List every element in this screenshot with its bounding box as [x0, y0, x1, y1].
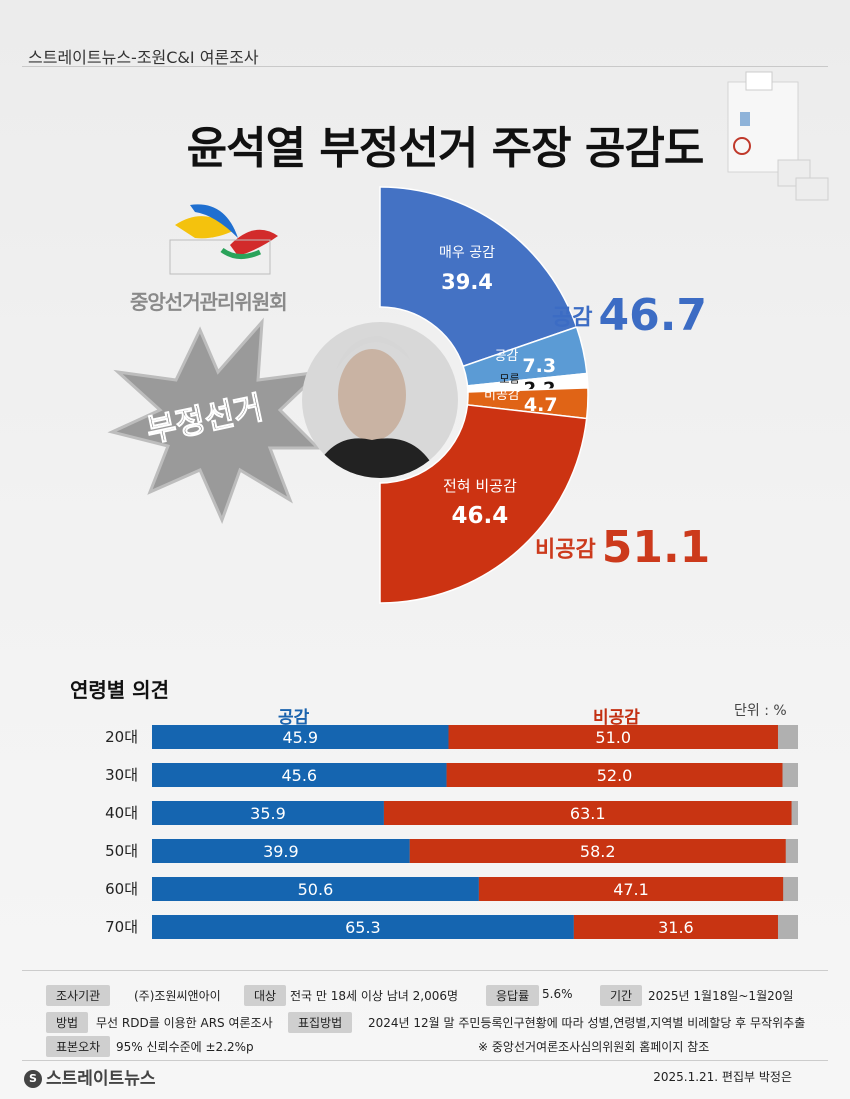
election-commission-logo — [169, 204, 278, 275]
target-value: 전국 만 18세 이상 남녀 2,006명 — [290, 989, 459, 1003]
target-tag: 대상 — [244, 985, 287, 1006]
survey-org-value: (주)조원씨앤아이 — [134, 989, 221, 1003]
bar-agree — [152, 877, 479, 901]
method-value: 무선 RDD를 이용한 ARS 여론조사 — [96, 1016, 273, 1030]
donut-label-0: 매우 공감 — [439, 245, 495, 261]
age-category-label: 20대 — [105, 728, 138, 746]
donut-slice-4 — [379, 404, 588, 604]
unit-label: 단위 : % — [734, 703, 787, 719]
bar-disagree — [573, 915, 778, 939]
logo-text: 중앙선거관리위원회 — [130, 290, 288, 314]
agree-total-label: 공감 — [552, 305, 593, 331]
bar-disagree — [446, 763, 783, 787]
disagree-total-label: 비공감 — [535, 537, 596, 563]
donut-label-1: 공감 — [494, 349, 518, 364]
brand-text: 스트레이트뉴스 — [46, 1069, 156, 1089]
donut-label-4: 전혀 비공감 — [443, 477, 517, 495]
donut-value-1: 7.3 — [522, 355, 556, 377]
burst-decoration — [107, 317, 325, 525]
bar-agree — [152, 839, 410, 863]
donut-slice-0 — [379, 186, 578, 368]
page-title: 윤석열 부정선거 주장 공감도 — [186, 123, 705, 174]
bar-disagree — [478, 877, 784, 901]
bar-agree — [152, 801, 384, 825]
donut-value-4: 46.4 — [452, 503, 509, 529]
agree-total: 공감 46.7 — [552, 290, 707, 341]
age-category-label: 70대 — [105, 918, 138, 936]
bar-disagree-value: 51.0 — [595, 728, 631, 747]
agree-total-value: 46.7 — [598, 290, 708, 341]
bar-legend-agree: 공감 — [278, 708, 310, 728]
ballot-box-icon — [727, 71, 829, 201]
bar-agree-value: 35.9 — [250, 804, 286, 823]
error-value: 95% 신뢰수준에 ±2.2%p — [116, 1040, 254, 1054]
bar-legend-disagree: 비공감 — [593, 708, 640, 728]
age-bar-chart: 20대 45.9 51.0 30대 45.6 52.0 40대 35.9 63.1 50대 39.9… — [105, 725, 798, 939]
age-category-label: 40대 — [105, 804, 138, 822]
date-credit: 2025.1.21. 편집부 박정은 — [653, 1070, 792, 1084]
bar-agree-value: 65.3 — [345, 918, 381, 937]
bar-agree — [152, 725, 449, 749]
donut-value-0: 39.4 — [441, 270, 493, 294]
bar-agree-value: 39.9 — [263, 842, 299, 861]
sampling-value: 2024년 12월 말 주민등록인구현황에 따라 성별,연령별,지역별 비례할당… — [368, 1016, 806, 1030]
bar-disagree-value: 58.2 — [580, 842, 616, 861]
header-divider — [22, 66, 828, 67]
bar-disagree-value: 31.6 — [658, 918, 694, 937]
bar-agree-value: 45.6 — [281, 766, 317, 785]
age-category-label: 30대 — [105, 766, 138, 784]
bar-disagree — [448, 725, 778, 749]
bar-disagree-value: 52.0 — [597, 766, 633, 785]
age-chart-title: 연령별 의견 — [70, 678, 169, 702]
error-tag: 표본오차 — [46, 1036, 111, 1057]
donut-label-3: 비공감 — [484, 388, 520, 403]
source-header: 스트레이트뉴스-조원C&I 여론조사 — [28, 48, 259, 67]
disagree-total-value: 51.1 — [601, 522, 711, 573]
bar-agree-value: 45.9 — [282, 728, 318, 747]
bar-agree — [152, 915, 574, 939]
age-category-label: 50대 — [105, 842, 138, 860]
source-note: ※ 중앙선거여론조사심의위원회 홈페이지 참조 — [478, 1040, 710, 1054]
age-category-label: 60대 — [105, 880, 138, 898]
survey-org-tag: 조사기관 — [46, 985, 111, 1006]
portrait-image — [302, 322, 458, 478]
footer-divider — [22, 970, 828, 971]
brand-logo: S 스트레이트뉴스 — [24, 1064, 155, 1089]
response-rate-tag: 응답률 — [486, 985, 540, 1006]
period-tag: 기간 — [600, 985, 643, 1006]
donut-value-3: 4.7 — [524, 394, 558, 416]
period-value: 2025년 1월18일~1월20일 — [648, 989, 794, 1003]
donut-label-2: 모름 — [499, 373, 519, 386]
bar-disagree — [383, 801, 792, 825]
disagree-total: 비공감 51.1 — [535, 522, 710, 573]
bar-agree — [152, 763, 447, 787]
sampling-tag: 표집방법 — [288, 1012, 353, 1033]
footer-bottom-divider — [22, 1060, 828, 1061]
bar-disagree-value: 63.1 — [570, 804, 606, 823]
response-rate-value: 5.6% — [542, 987, 573, 1001]
method-tag: 방법 — [46, 1012, 89, 1033]
bar-agree-value: 50.6 — [298, 880, 334, 899]
bar-disagree-value: 47.1 — [613, 880, 649, 899]
bar-disagree — [409, 839, 786, 863]
brand-icon: S — [24, 1070, 42, 1088]
